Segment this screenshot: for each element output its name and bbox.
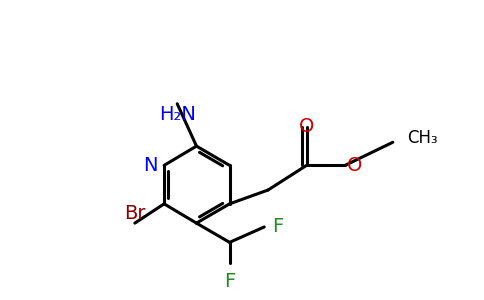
Text: O: O <box>299 117 314 136</box>
Text: H₂N: H₂N <box>159 105 196 124</box>
Text: F: F <box>224 272 235 291</box>
Text: O: O <box>347 156 362 175</box>
Text: F: F <box>272 218 283 236</box>
Text: N: N <box>143 156 158 175</box>
Text: CH₃: CH₃ <box>407 129 438 147</box>
Text: Br: Br <box>124 204 146 224</box>
